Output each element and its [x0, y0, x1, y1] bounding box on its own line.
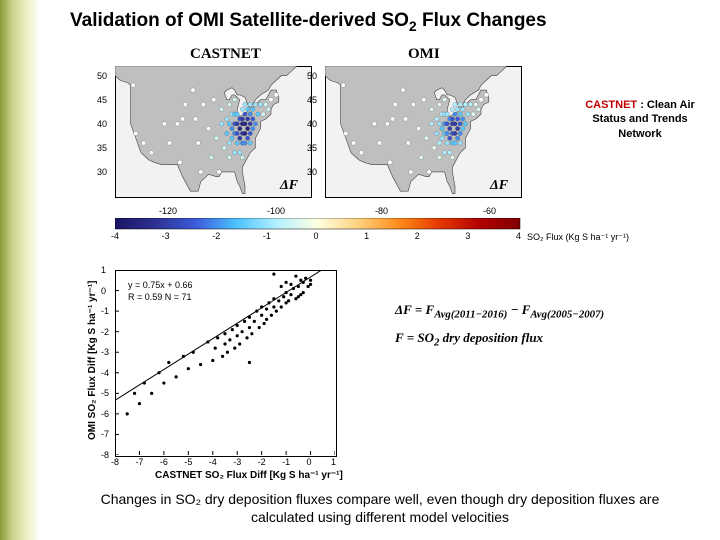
map-left-svg: [115, 66, 310, 196]
gradient-strip: [0, 0, 40, 540]
castnet-note: CASTNET : Clean Air Status and Trends Ne…: [575, 98, 705, 141]
map-left-label: CASTNET: [190, 46, 261, 63]
deltaF-left: ΔF: [280, 178, 298, 194]
castnet-note-red: CASTNET: [585, 99, 637, 111]
scatter-fit-eq: y = 0.75x + 0.66: [128, 280, 193, 290]
map-right-svg: [325, 66, 520, 196]
formula-F: F = SO2 dry deposition flux: [395, 330, 543, 349]
bottom-note: Changes in SO₂ dry deposition fluxes com…: [85, 490, 675, 526]
deltaF-right: ΔF: [490, 178, 508, 194]
colorbar-unit: SO₂ Flux (Kg S ha⁻¹ yr⁻¹): [527, 232, 629, 243]
page-title: Validation of OMI Satellite-derived SO2 …: [70, 10, 547, 34]
scatter-xlabel: CASTNET SO₂ Flux Diff [Kg S ha⁻¹ yr⁻¹]: [155, 470, 343, 481]
map-right-label: OMI: [408, 46, 440, 63]
scatter-fit-r: R = 0.59 N = 71: [128, 292, 192, 302]
scatter-ylabel: OMI SO₂ Flux Diff [Kg S ha⁻¹ yr⁻¹]: [87, 281, 98, 440]
colorbar: [115, 218, 522, 231]
formula-deltaF: ΔF = FAvg(2011−2016) − FAvg(2005−2007): [395, 302, 604, 321]
